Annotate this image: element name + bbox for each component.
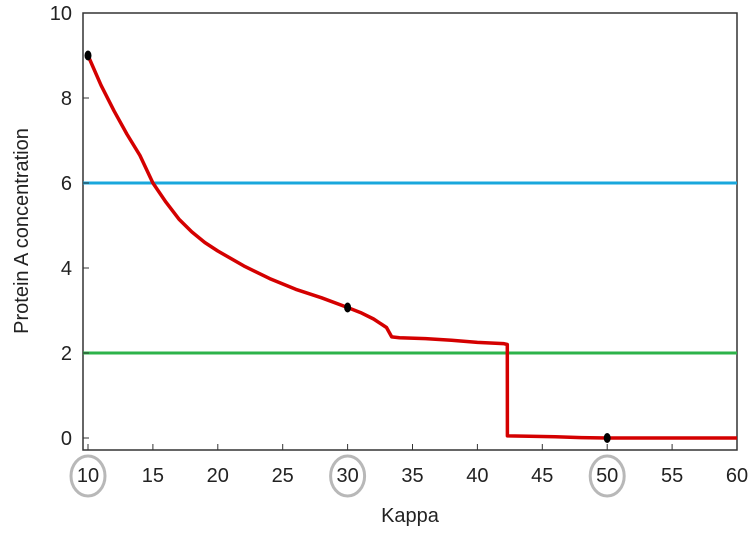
x-tick-label: 55 <box>661 465 683 487</box>
marked-point-2 <box>603 433 611 443</box>
x-tick-label: 25 <box>272 465 294 487</box>
marked-point-0 <box>84 50 92 61</box>
y-tick-label: 0 <box>61 428 72 450</box>
y-tick-label: 10 <box>50 3 72 25</box>
x-axis-label: Kappa <box>381 505 440 527</box>
x-tick-label: 10 <box>77 465 99 487</box>
y-tick-label: 6 <box>61 173 72 195</box>
marked-point-1 <box>344 302 352 313</box>
y-axis-label: Protein A concentration <box>11 128 33 334</box>
x-tick-label: 20 <box>207 465 229 487</box>
plot-area <box>82 12 738 451</box>
x-tick-label: 45 <box>531 465 553 487</box>
x-tick-label: 35 <box>401 465 423 487</box>
y-tick-label: 8 <box>61 88 72 110</box>
x-tick-label: 15 <box>142 465 164 487</box>
y-tick-label: 4 <box>61 258 72 280</box>
x-tick-label: 50 <box>596 465 618 487</box>
highlight-circle <box>329 454 367 498</box>
highlight-circle <box>69 454 107 498</box>
x-tick-label: 30 <box>336 465 358 487</box>
y-tick-label: 2 <box>61 343 72 365</box>
x-tick-label: 40 <box>466 465 488 487</box>
x-tick-label: 60 <box>726 465 748 487</box>
series-line-0 <box>86 54 737 440</box>
highlight-circle <box>588 454 626 498</box>
